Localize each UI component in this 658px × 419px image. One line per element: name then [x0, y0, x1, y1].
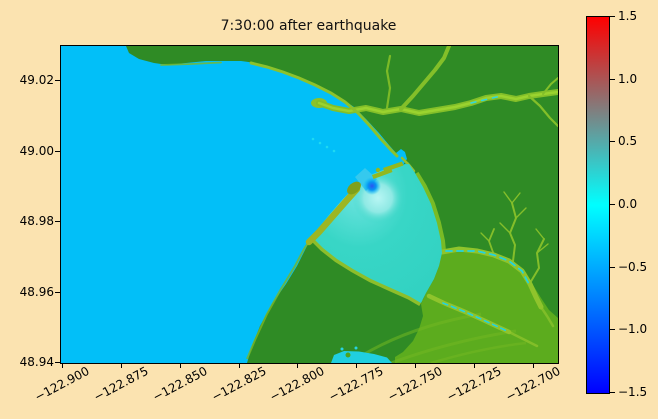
y-tick-label: 49.00: [19, 144, 54, 158]
y-tick-label: 49.02: [19, 73, 54, 87]
creeks: [426, 246, 555, 348]
colorbar-tick-mark: [610, 267, 615, 268]
x-tick-mark: [356, 363, 357, 368]
y-tick-mark: [55, 151, 60, 152]
colorbar-tick-label: −0.5: [618, 260, 648, 274]
x-tick-mark: [239, 363, 240, 368]
sand-spit: [305, 181, 361, 246]
colorbar: [586, 16, 610, 394]
y-tick-label: 48.96: [19, 285, 54, 299]
map-svg: [61, 46, 558, 363]
x-tick-mark: [474, 363, 475, 368]
colorbar-tick-label: −1.0: [618, 322, 648, 336]
y-tick-label: 48.98: [19, 214, 54, 228]
entrance-dip: [363, 177, 381, 195]
plot-title: 7:30:00 after earthquake: [220, 18, 397, 34]
colorbar-tick-mark: [610, 329, 615, 330]
x-tick-mark: [297, 363, 298, 368]
x-tick-mark: [533, 363, 534, 368]
colorbar-tick-label: 0.5: [618, 134, 638, 148]
y-tick-mark: [55, 362, 60, 363]
dendritic-valleys: [480, 191, 549, 284]
x-tick-mark: [62, 363, 63, 368]
x-tick-mark: [180, 363, 181, 368]
x-tick-mark: [415, 363, 416, 368]
map-plot-area: [60, 45, 559, 364]
harbor-entrance: [355, 168, 381, 195]
y-tick-label: 48.94: [19, 355, 54, 369]
colorbar-tick-mark: [610, 204, 615, 205]
marina-breakwaters: [372, 161, 404, 179]
colorbar-tick-mark: [610, 141, 615, 142]
y-tick-mark: [55, 221, 60, 222]
colorbar-tick-label: −1.5: [618, 385, 648, 399]
colorbar-tick-mark: [610, 79, 615, 80]
colorbar-tick-label: 1.5: [618, 9, 638, 23]
colorbar-tick-mark: [610, 392, 615, 393]
colorbar-tick-label: 0.0: [618, 197, 638, 211]
y-tick-mark: [55, 80, 60, 81]
y-tick-mark: [55, 292, 60, 293]
x-tick-mark: [121, 363, 122, 368]
colorbar-tick-label: 1.0: [618, 72, 638, 86]
colorbar-tick-mark: [610, 16, 615, 17]
river-valleys: [311, 46, 558, 128]
bottom-bay: [331, 346, 392, 363]
